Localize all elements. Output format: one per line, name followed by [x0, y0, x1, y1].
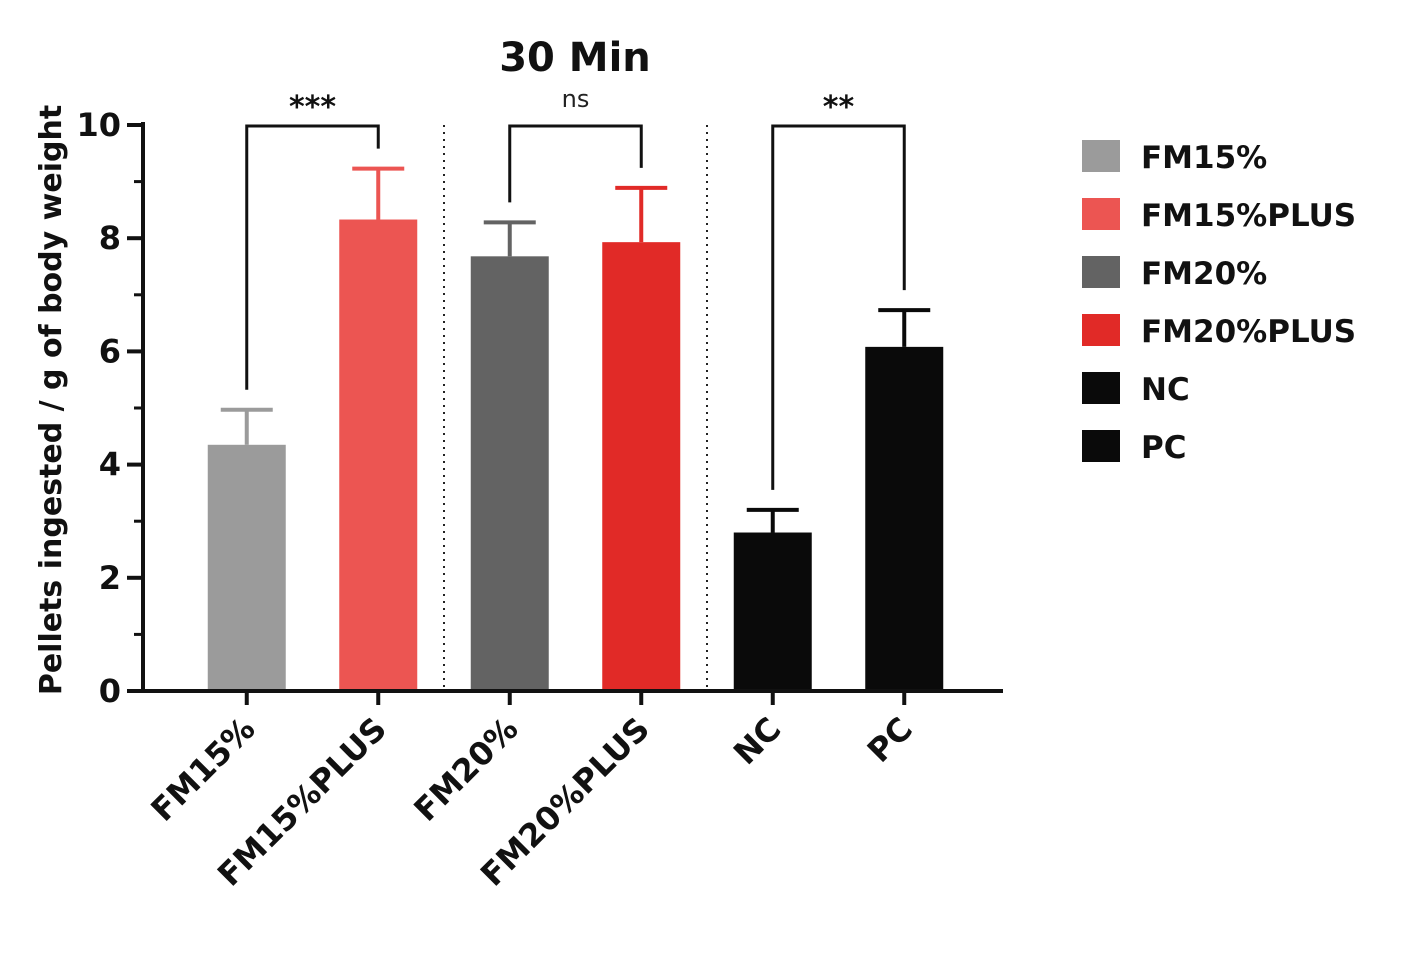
legend-swatch-2: [1082, 256, 1120, 288]
legend-label-5: PC: [1141, 430, 1186, 466]
y-tick-label-1: 2: [99, 559, 121, 597]
significance-bracket-0: [245, 124, 380, 390]
legend-label-3: FM20%PLUS: [1141, 314, 1356, 350]
y-tick-label-2: 4: [99, 446, 121, 484]
legend-swatch-5: [1082, 430, 1120, 462]
bar-5: [865, 346, 944, 691]
significance-bracket-1: [508, 124, 643, 203]
x-tick-label-0: FM15%: [143, 710, 262, 829]
bar-0: [207, 444, 286, 691]
x-tick-label-5: PC: [860, 710, 920, 770]
bar-1: [339, 219, 418, 691]
legend-swatch-0: [1082, 140, 1120, 172]
legend-label-1: FM15%PLUS: [1141, 198, 1356, 234]
legend-label-0: FM15%: [1141, 140, 1267, 176]
bar-3: [602, 242, 681, 692]
x-tick-label-4: NC: [726, 710, 788, 772]
significance-label-0: ***: [289, 90, 336, 125]
legend-label-2: FM20%: [1141, 256, 1267, 292]
legend: FM15% FM15%PLUS FM20% FM20%PLUS NC PC: [1082, 140, 1356, 466]
y-tick-label-0: 0: [99, 672, 121, 710]
y-tick-label-3: 6: [99, 332, 121, 370]
legend-swatch-1: [1082, 198, 1120, 230]
significance-bracket-2: [771, 124, 906, 490]
significance-label-1: ns: [562, 85, 590, 113]
bar-2: [470, 256, 549, 691]
legend-swatch-4: [1082, 372, 1120, 404]
y-tick-label-4: 8: [99, 219, 121, 257]
significance-label-2: **: [823, 90, 855, 125]
chart-title: 30 Min: [499, 35, 651, 81]
legend-label-4: NC: [1141, 372, 1190, 408]
bar-4: [733, 532, 812, 691]
y-axis-label: Pellets ingested / g of body weight: [34, 105, 69, 695]
legend-swatch-3: [1082, 314, 1120, 346]
x-tick-label-2: FM20%: [406, 710, 525, 829]
y-tick-label-5: 10: [76, 106, 121, 144]
